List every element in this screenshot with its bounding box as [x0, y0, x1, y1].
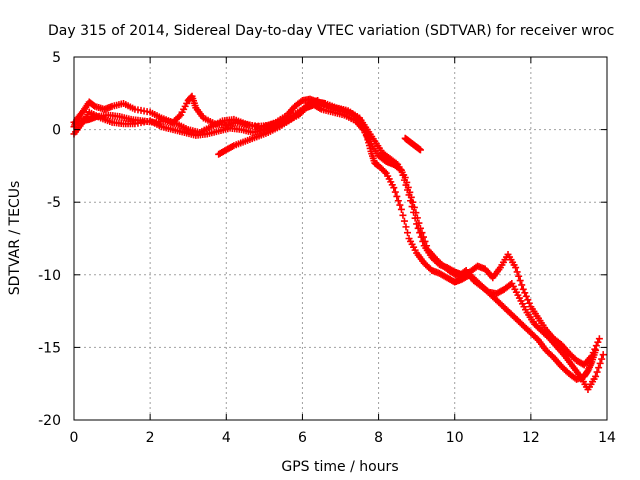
data-point	[588, 352, 596, 360]
data-point	[515, 272, 523, 280]
x-tick-label: 14	[598, 430, 616, 446]
data-point	[392, 159, 400, 167]
data-point	[594, 338, 602, 346]
data-point	[519, 285, 527, 293]
y-tick-label: 5	[52, 50, 61, 66]
plot-frame	[73, 56, 608, 421]
axis-ticks: 0 2 4 6 8 10 12 14 5 0 -5 -10 -15 -20	[38, 50, 616, 446]
data-point	[521, 289, 529, 297]
data-point	[409, 198, 417, 206]
x-tick-label: 10	[446, 430, 464, 446]
data-point	[407, 193, 415, 201]
series-track-E	[401, 134, 424, 154]
data-point	[401, 174, 409, 182]
data-point	[591, 345, 599, 353]
data-point	[404, 183, 412, 191]
data-point	[391, 188, 399, 196]
data-point	[516, 277, 524, 285]
y-tick-label: -10	[38, 268, 61, 284]
x-tick-label: 0	[70, 430, 79, 446]
data-point	[399, 211, 407, 219]
series-track-D	[215, 97, 322, 158]
data-point	[402, 223, 410, 231]
data-point	[397, 205, 405, 213]
data-point	[419, 233, 427, 241]
data-point	[525, 299, 533, 307]
data-point	[406, 188, 414, 196]
data-point	[413, 214, 421, 222]
data-point	[175, 113, 183, 121]
data-point	[598, 355, 606, 363]
data-point	[595, 335, 603, 343]
y-tick-label: 0	[52, 123, 61, 139]
data-point	[415, 219, 423, 227]
data-point	[592, 372, 600, 380]
series-track-C	[70, 98, 607, 394]
data-point	[522, 292, 530, 300]
data-point	[423, 242, 431, 250]
data-point	[404, 229, 412, 237]
y-tick-label: -15	[38, 340, 61, 356]
data-point	[416, 146, 424, 154]
y-tick-label: -20	[38, 413, 61, 429]
data-point	[593, 368, 601, 376]
x-tick-label: 2	[146, 430, 155, 446]
chart-title: Day 315 of 2014, Sidereal Day-to-day VTE…	[48, 23, 614, 39]
data-point	[381, 168, 389, 176]
data-point	[599, 351, 607, 359]
data-point	[403, 178, 411, 186]
data-point	[228, 142, 236, 150]
data-point	[595, 364, 603, 372]
data-point	[393, 192, 401, 200]
x-tick-label: 12	[522, 430, 540, 446]
data-point	[418, 229, 426, 237]
data-point	[394, 197, 402, 205]
y-axis-label: SDTVAR / TECUs	[7, 181, 23, 296]
data-point	[400, 217, 408, 225]
data-point	[396, 201, 404, 209]
data-point	[314, 97, 322, 105]
data-point	[596, 359, 604, 367]
x-tick-label: 8	[374, 430, 383, 446]
data-point	[524, 296, 532, 304]
data-point	[592, 342, 600, 350]
x-tick-label: 4	[222, 430, 231, 446]
x-tick-label: 6	[298, 430, 307, 446]
data-point	[410, 203, 418, 211]
data-point	[513, 268, 521, 276]
data-point	[412, 209, 420, 217]
data-point	[390, 184, 398, 192]
data-point	[518, 281, 526, 289]
data-point	[421, 237, 429, 245]
data-point	[416, 224, 424, 232]
data-point	[589, 349, 597, 357]
plot-area	[70, 92, 607, 394]
x-axis-label: GPS time / hours	[281, 459, 398, 475]
y-tick-label: -5	[47, 195, 61, 211]
data-point	[512, 264, 520, 272]
